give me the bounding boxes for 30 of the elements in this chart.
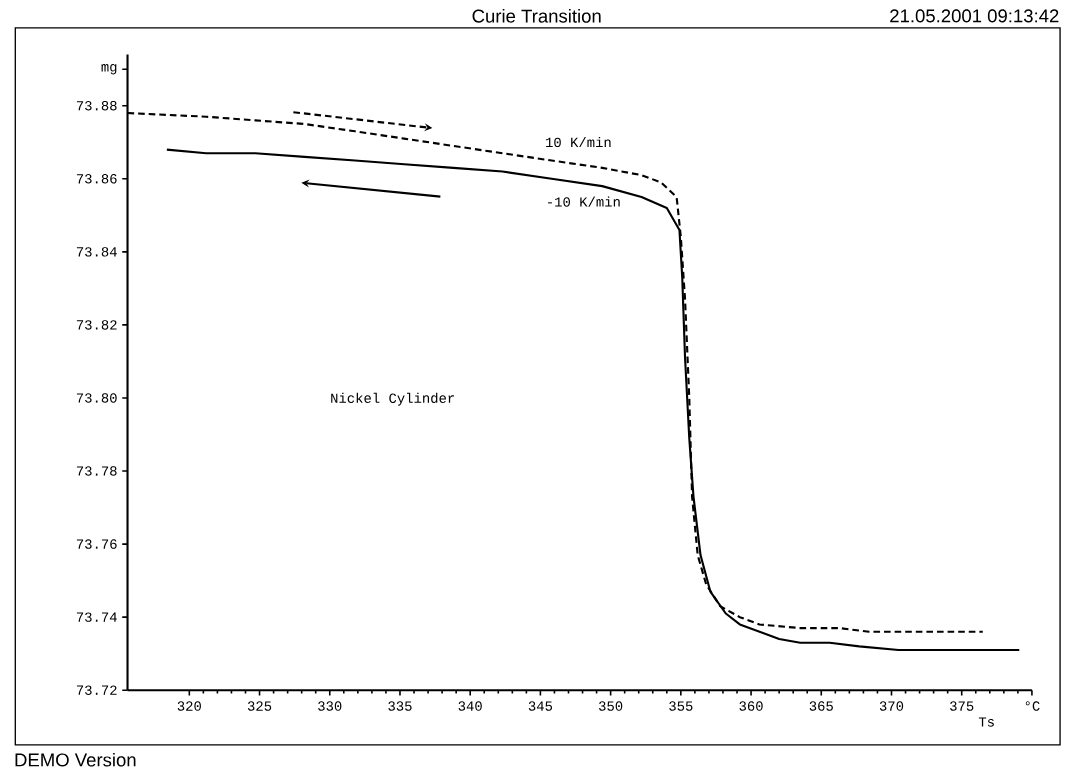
y-tick-label: 73.86 <box>76 174 117 184</box>
x-tick-label: 365 <box>809 701 833 711</box>
x-tick-label: 360 <box>739 701 763 711</box>
x-tick-label: 325 <box>247 701 272 711</box>
x-tick-label: 340 <box>458 701 482 711</box>
y-tick-label: mg <box>101 64 117 75</box>
y-tick-label: 73.82 <box>76 320 117 330</box>
y-tick-label: 73.84 <box>76 247 117 257</box>
x-tick-label: 320 <box>177 701 201 711</box>
x-tick-label: 350 <box>598 701 623 711</box>
x-tick-label: 375 <box>950 701 974 711</box>
y-tick-label: 73.74 <box>76 612 117 623</box>
x-tick-label: °C <box>1025 701 1040 711</box>
x-tick-label: 335 <box>388 701 412 711</box>
y-tick-label: 73.80 <box>76 393 117 403</box>
series-label: -10 K/min <box>548 196 620 207</box>
x-tick-label: 370 <box>879 701 904 711</box>
chart-title: Curie Transition <box>472 9 601 23</box>
y-tick-label: 73.78 <box>76 466 117 476</box>
x-tick-label: 345 <box>528 701 553 711</box>
x-axis-title: Ts <box>978 717 994 727</box>
y-tick-label: 73.72 <box>76 685 117 696</box>
x-tick-label: 355 <box>669 701 693 711</box>
y-tick-label: 73.76 <box>76 539 117 549</box>
series-label: 10 K/min <box>546 137 611 148</box>
y-tick-label: 73.88 <box>76 101 117 111</box>
x-tick-label: 330 <box>318 701 342 711</box>
text: DEMO Version <box>15 753 136 767</box>
text: 21.05.2001 09:13:42 <box>890 9 1059 23</box>
annotation: Nickel Cylinder <box>331 392 454 406</box>
